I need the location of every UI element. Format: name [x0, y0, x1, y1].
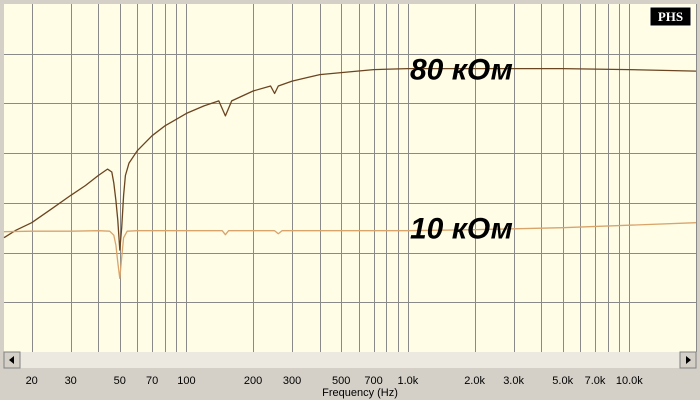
x-tick-labels: 20 30 50 70 100 200 300 500 700 1.0k 2.0k 3.0k 5.0k 7… [26, 375, 644, 387]
x-tick-label: 1.0k [398, 375, 419, 387]
x-tick-label: 300 [283, 375, 301, 387]
horizontal-scrollbar[interactable] [3, 351, 697, 369]
x-tick-label: 5.0k [552, 375, 573, 387]
x-tick-label: 30 [65, 375, 77, 387]
scroll-right-button[interactable] [679, 351, 697, 369]
series-line-80k [3, 67, 697, 251]
trace-label-10k: 10 кОм [410, 213, 513, 246]
x-tick-label: 20 [26, 375, 38, 387]
x-tick-label: 700 [364, 375, 382, 387]
x-tick-label: 100 [177, 375, 195, 387]
plot-area [4, 4, 696, 352]
phs-logo-text: PHS [658, 9, 683, 24]
x-tick-label: 500 [332, 375, 350, 387]
x-tick-label: 3.0k [503, 375, 524, 387]
scrollbar-track[interactable] [4, 352, 696, 368]
trace-label-80k: 80 кОм [410, 54, 513, 87]
vertical-grid [32, 4, 697, 352]
x-axis-title: Frequency (Hz) [322, 387, 398, 399]
x-tick-label: 7.0k [585, 375, 606, 387]
arrow-right-icon [686, 356, 691, 364]
x-tick-label: 10.0k [616, 375, 643, 387]
horizontal-grid [4, 54, 696, 303]
annotation-layer: 80 кОм 10 кОм [410, 54, 513, 246]
arrow-left-icon [9, 356, 14, 364]
scroll-left-button[interactable] [3, 351, 21, 369]
x-tick-label: 2.0k [464, 375, 485, 387]
phs-logo: PHS [649, 6, 692, 27]
x-tick-label: 50 [114, 375, 126, 387]
x-tick-label: 70 [146, 375, 158, 387]
series-layer [3, 67, 697, 280]
series-line-10k [3, 222, 697, 280]
x-tick-label: 200 [244, 375, 262, 387]
